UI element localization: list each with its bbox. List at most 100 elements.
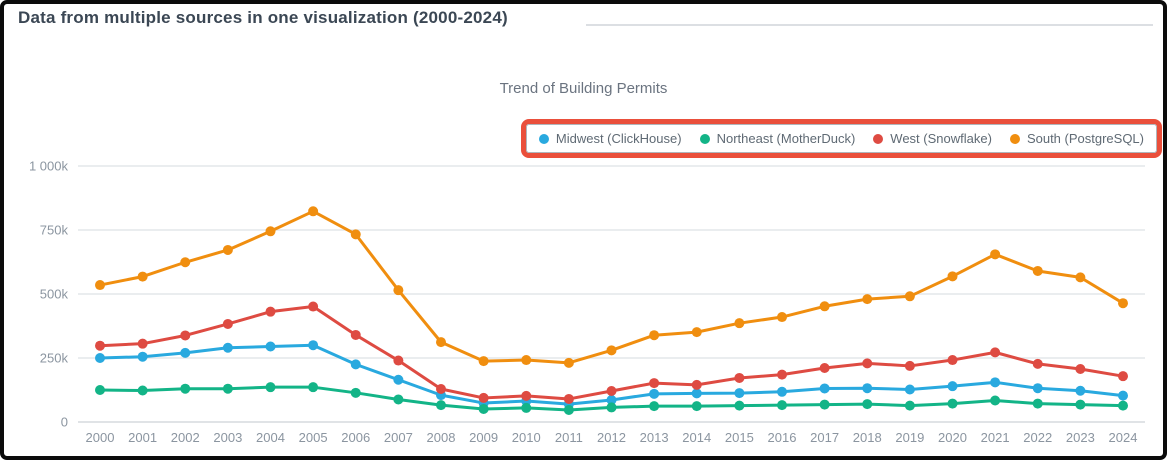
data-point-south-2005[interactable]	[308, 206, 319, 217]
data-point-south-2015[interactable]	[734, 318, 745, 329]
data-point-midwest-2024[interactable]	[1118, 390, 1128, 401]
data-point-midwest-2014[interactable]	[691, 388, 702, 399]
data-point-south-2003[interactable]	[222, 244, 233, 255]
data-point-northeast-2022[interactable]	[1032, 398, 1043, 409]
data-point-south-2013[interactable]	[649, 330, 660, 341]
data-point-midwest-2000[interactable]	[95, 353, 105, 363]
data-point-west-2021[interactable]	[990, 347, 1001, 358]
data-point-west-2016[interactable]	[777, 369, 787, 380]
data-point-south-2017[interactable]	[819, 301, 830, 312]
data-point-south-2001[interactable]	[137, 271, 148, 282]
data-point-midwest-2013[interactable]	[649, 388, 660, 399]
data-point-south-2020[interactable]	[947, 271, 958, 282]
data-point-west-2022[interactable]	[1032, 358, 1043, 369]
data-point-west-2020[interactable]	[947, 355, 958, 366]
data-point-west-2019[interactable]	[904, 360, 915, 371]
data-point-south-2018[interactable]	[862, 294, 873, 305]
data-point-south-2007[interactable]	[393, 285, 404, 296]
data-point-west-2015[interactable]	[734, 372, 745, 383]
data-point-northeast-2002[interactable]	[180, 383, 191, 394]
data-point-midwest-2021[interactable]	[990, 377, 1001, 388]
data-point-midwest-2020[interactable]	[947, 381, 958, 392]
data-point-west-2018[interactable]	[862, 358, 873, 369]
data-point-midwest-2004[interactable]	[265, 341, 276, 352]
data-point-northeast-2010[interactable]	[521, 402, 532, 413]
data-point-northeast-2016[interactable]	[777, 400, 787, 411]
data-point-midwest-2012[interactable]	[606, 394, 617, 405]
data-point-south-2022[interactable]	[1032, 265, 1043, 276]
data-point-midwest-2019[interactable]	[904, 384, 915, 395]
data-point-northeast-2014[interactable]	[691, 401, 702, 412]
data-point-midwest-2005[interactable]	[308, 340, 319, 351]
data-point-midwest-2018[interactable]	[862, 383, 873, 394]
data-point-northeast-2020[interactable]	[947, 398, 958, 409]
data-point-south-2008[interactable]	[436, 337, 446, 348]
data-point-south-2010[interactable]	[521, 355, 532, 366]
data-point-west-2000[interactable]	[95, 340, 105, 351]
data-point-west-2001[interactable]	[137, 338, 148, 349]
data-point-south-2002[interactable]	[180, 257, 191, 268]
data-point-west-2013[interactable]	[649, 378, 660, 389]
legend-item-midwest[interactable]: Midwest (ClickHouse)	[538, 131, 682, 146]
data-point-northeast-2009[interactable]	[478, 403, 489, 414]
data-point-west-2010[interactable]	[521, 390, 532, 401]
data-point-west-2017[interactable]	[819, 362, 830, 373]
data-point-west-2011[interactable]	[563, 393, 574, 404]
legend-item-west[interactable]: West (Snowflake)	[873, 131, 992, 146]
data-point-northeast-2021[interactable]	[990, 395, 1001, 406]
data-point-northeast-2018[interactable]	[862, 399, 873, 410]
data-point-midwest-2006[interactable]	[350, 359, 361, 370]
data-point-midwest-2015[interactable]	[734, 388, 745, 399]
data-point-west-2012[interactable]	[606, 386, 617, 397]
data-point-northeast-2019[interactable]	[904, 400, 915, 411]
data-point-south-2016[interactable]	[777, 312, 787, 323]
data-point-northeast-2000[interactable]	[95, 385, 105, 395]
data-point-west-2004[interactable]	[265, 306, 276, 317]
data-point-northeast-2011[interactable]	[563, 404, 574, 415]
data-point-northeast-2004[interactable]	[265, 382, 276, 393]
data-point-midwest-2007[interactable]	[393, 374, 404, 385]
data-point-south-2011[interactable]	[563, 357, 574, 368]
data-point-northeast-2024[interactable]	[1118, 400, 1128, 411]
data-point-south-2009[interactable]	[478, 356, 489, 367]
data-point-midwest-2016[interactable]	[777, 386, 787, 397]
data-point-northeast-2015[interactable]	[734, 400, 745, 411]
data-point-midwest-2017[interactable]	[819, 383, 830, 394]
data-point-midwest-2003[interactable]	[222, 342, 233, 353]
data-point-midwest-2022[interactable]	[1032, 383, 1043, 394]
data-point-west-2023[interactable]	[1075, 364, 1086, 375]
data-point-northeast-2006[interactable]	[350, 387, 361, 398]
data-point-west-2006[interactable]	[350, 329, 361, 340]
data-point-midwest-2001[interactable]	[137, 351, 148, 362]
data-point-west-2014[interactable]	[691, 379, 702, 390]
data-point-northeast-2023[interactable]	[1075, 399, 1086, 410]
data-point-northeast-2001[interactable]	[137, 385, 148, 396]
data-point-northeast-2013[interactable]	[649, 401, 660, 412]
data-point-northeast-2012[interactable]	[606, 402, 617, 413]
data-point-south-2006[interactable]	[350, 229, 361, 240]
data-point-south-2012[interactable]	[606, 345, 617, 356]
data-point-northeast-2003[interactable]	[222, 383, 233, 394]
data-point-midwest-2023[interactable]	[1075, 385, 1086, 396]
data-point-northeast-2008[interactable]	[436, 400, 446, 411]
data-point-west-2005[interactable]	[308, 301, 319, 312]
data-point-northeast-2017[interactable]	[819, 399, 830, 410]
data-point-west-2002[interactable]	[180, 330, 191, 341]
data-point-south-2004[interactable]	[265, 226, 276, 237]
data-point-south-2023[interactable]	[1075, 272, 1086, 283]
data-point-south-2021[interactable]	[990, 249, 1001, 260]
data-point-northeast-2005[interactable]	[308, 382, 319, 393]
data-point-south-2000[interactable]	[95, 280, 105, 291]
data-point-northeast-2007[interactable]	[393, 394, 404, 405]
data-point-west-2024[interactable]	[1118, 371, 1128, 382]
legend-item-south[interactable]: South (PostgreSQL)	[1009, 131, 1144, 146]
data-point-west-2007[interactable]	[393, 355, 404, 366]
data-point-south-2019[interactable]	[904, 291, 915, 302]
data-point-west-2003[interactable]	[222, 318, 233, 329]
legend-item-northeast[interactable]: Northeast (MotherDuck)	[699, 131, 855, 146]
data-point-south-2014[interactable]	[691, 327, 702, 338]
data-point-west-2009[interactable]	[478, 392, 489, 403]
data-point-midwest-2002[interactable]	[180, 347, 191, 358]
data-point-west-2008[interactable]	[436, 383, 446, 394]
data-point-south-2024[interactable]	[1118, 298, 1128, 309]
